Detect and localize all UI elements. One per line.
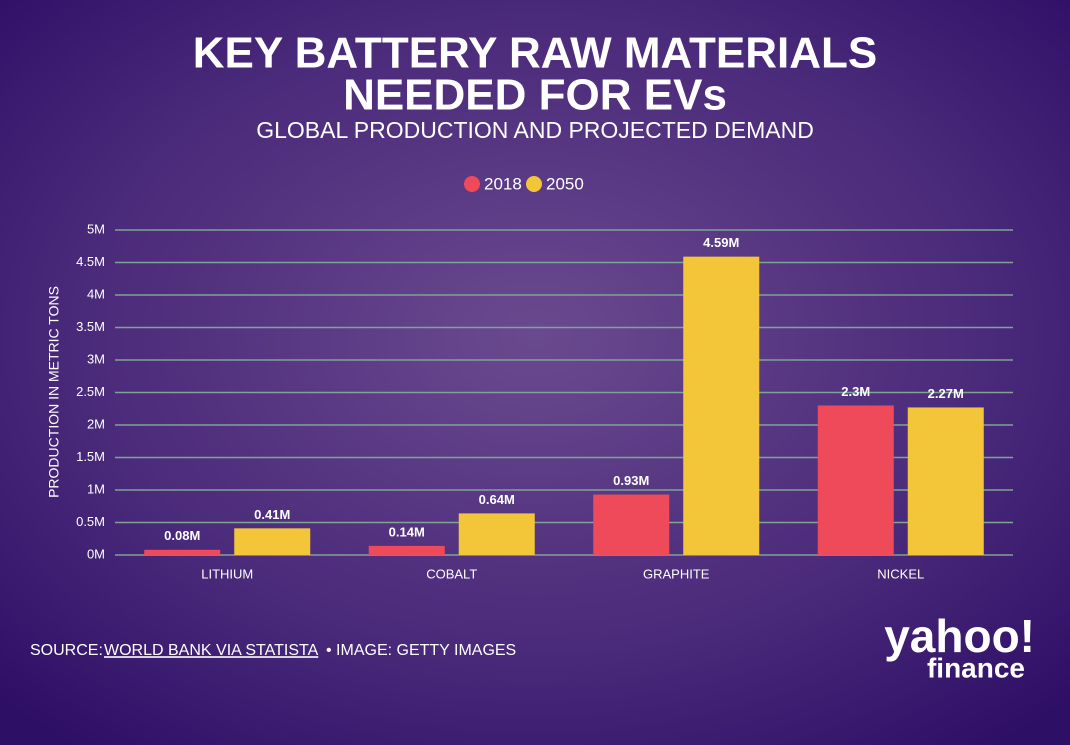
bar (234, 528, 311, 555)
bar (593, 494, 670, 555)
value-label: 2.3M (841, 384, 870, 399)
value-label: 0.93M (613, 473, 649, 488)
value-label: 0.64M (479, 492, 515, 507)
chart-subtitle: GLOBAL PRODUCTION AND PROJECTED DEMAND (256, 117, 814, 143)
x-tick-label: GRAPHITE (643, 566, 710, 581)
y-tick-label: 0M (87, 546, 105, 561)
x-tick-label: COBALT (426, 566, 477, 581)
y-tick-label: 5M (87, 221, 105, 236)
value-label: 0.08M (164, 528, 200, 543)
bar (458, 513, 535, 555)
image-credit: • IMAGE: GETTY IMAGES (326, 642, 516, 659)
value-label: 0.14M (389, 524, 425, 539)
bar (368, 545, 445, 555)
legend-swatch (526, 176, 542, 192)
y-tick-label: 0.5M (76, 514, 105, 529)
y-tick-label: 4.5M (76, 254, 105, 269)
source-prefix: SOURCE: (30, 642, 103, 659)
x-tick-label: NICKEL (877, 566, 924, 581)
logo-top: yahoo! (884, 610, 1035, 662)
value-label: 4.59M (703, 235, 739, 250)
y-tick-label: 3.5M (76, 319, 105, 334)
y-tick-label: 4M (87, 286, 105, 301)
value-label: 0.41M (254, 507, 290, 522)
chart-title: NEEDED FOR EVs (343, 71, 727, 120)
source-link[interactable]: WORLD BANK VIA STATISTA (104, 642, 319, 659)
legend-swatch (464, 176, 480, 192)
bar (144, 549, 221, 555)
logo-bottom: finance (927, 652, 1025, 683)
y-tick-label: 1.5M (76, 449, 105, 464)
bar (907, 407, 984, 555)
y-tick-label: 2.5M (76, 384, 105, 399)
legend-label: 2018 (484, 174, 522, 193)
value-label: 2.27M (928, 386, 964, 401)
bar (683, 256, 760, 555)
chart-title: KEY BATTERY RAW MATERIALS (193, 29, 877, 78)
y-tick-label: 2M (87, 416, 105, 431)
y-tick-label: 1M (87, 481, 105, 496)
y-tick-label: 3M (87, 351, 105, 366)
y-axis-label: PRODUCTION IN METRIC TONS (46, 286, 62, 498)
bar (817, 405, 894, 555)
x-tick-label: LITHIUM (201, 566, 253, 581)
legend-label: 2050 (546, 174, 584, 193)
